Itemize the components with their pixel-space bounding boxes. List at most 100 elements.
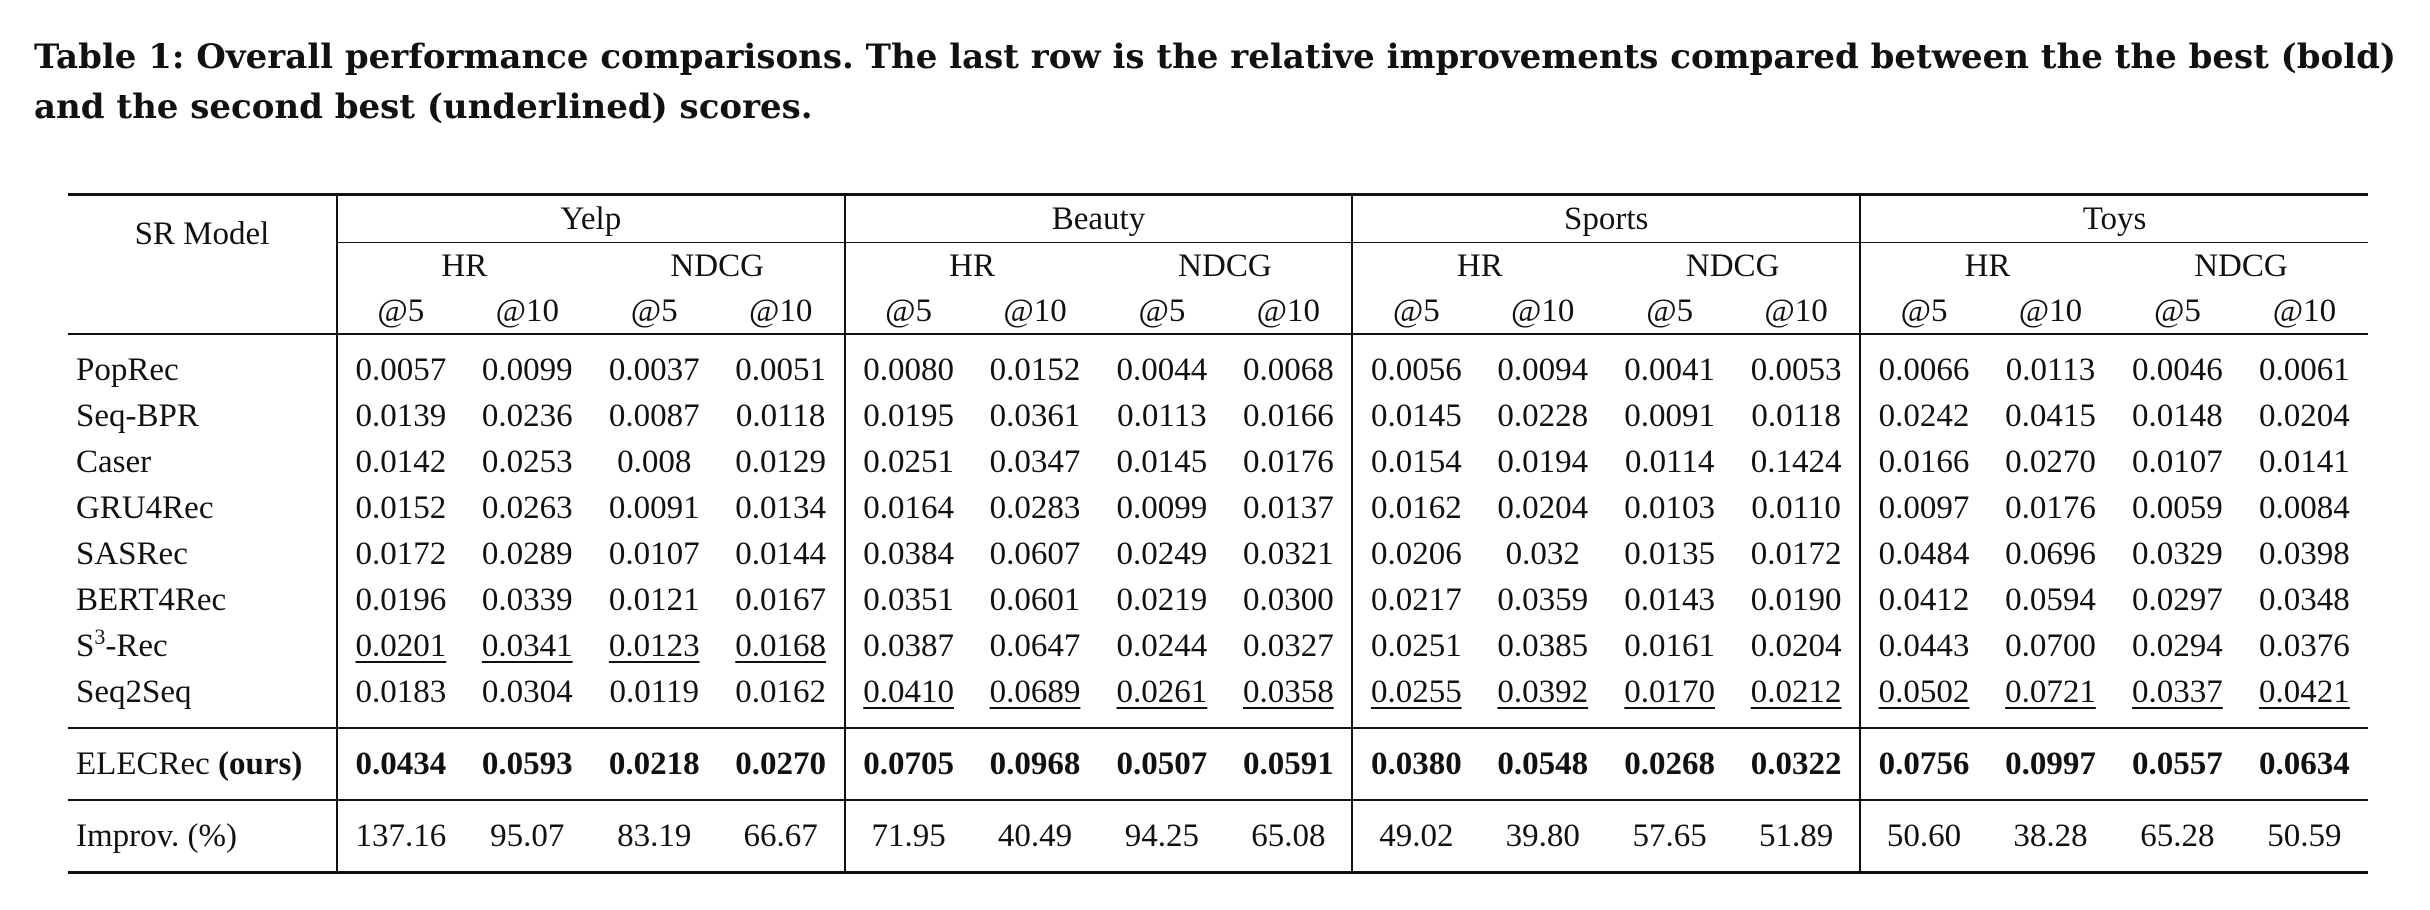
table-row-improvement: Improv. (%) 137.16 95.07 83.19 66.67 71.95 40.… (68, 800, 2368, 874)
improvement-cell: 51.89 (1733, 800, 1861, 874)
table-row: BERT4Rec 0.0196 0.0339 0.0121 0.0167 0.0351 0.… (68, 577, 2368, 623)
value-cell-best: 0.0270 (717, 727, 845, 801)
header-cutoff: @5 (1098, 289, 1226, 335)
value-cell: 0.0119 (609, 673, 699, 710)
value-cell: 0.0385 (1497, 627, 1589, 664)
improvement-cell: 71.95 (843, 800, 972, 874)
value-cell: 0.0167 (735, 581, 827, 618)
value-cell: 0.0329 (2132, 535, 2223, 572)
header-cutoff: @10 (1987, 289, 2114, 335)
value-cell-underlined: 0.0170 (1624, 673, 1716, 710)
value-cell: 0.0141 (2259, 443, 2350, 480)
value-cell: 0.0059 (2132, 489, 2223, 526)
table-row: Caser 0.0142 0.0253 0.008 0.0129 0.0251 0.0347… (68, 439, 2368, 485)
value-cell-best: 0.0380 (1351, 727, 1480, 801)
value-cell: 0.0142 (335, 439, 464, 485)
value-cell: 0.0351 (843, 577, 972, 623)
value-cell-best: 0.0557 (2113, 727, 2241, 801)
header-metric: HR (1351, 242, 1607, 289)
improvement-cell: 65.08 (1225, 800, 1353, 874)
value-cell: 0.0297 (2132, 581, 2223, 618)
header-model: SR Model (68, 194, 337, 335)
value-cell: 0.0398 (2259, 535, 2350, 572)
value-cell: 0.0161 (1624, 627, 1716, 664)
improvement-cell: 57.65 (1606, 800, 1734, 874)
value-cell: 0.0217 (1351, 577, 1480, 623)
header-row-datasets: SR Model Yelp Beauty Sports Toys (68, 194, 2368, 335)
value-cell-best: 0.0434 (335, 727, 464, 801)
value-cell: 0.0094 (1497, 351, 1589, 388)
value-cell-underlined: 0.0341 (481, 627, 573, 664)
value-cell: 0.0176 (2005, 489, 2096, 526)
value-cell: 0.0097 (1859, 485, 1988, 531)
table-body: PopRec 0.0057 0.0099 0.0037 0.0051 0.0080 0.01… (68, 334, 2368, 874)
value-cell: 0.0359 (1497, 581, 1589, 618)
value-cell-best: 0.0322 (1733, 727, 1861, 801)
value-cell: 0.0263 (481, 489, 573, 526)
model-name: SASRec (76, 535, 188, 572)
value-cell: 0.0172 (335, 531, 464, 577)
header-cutoff: @10 (463, 289, 591, 335)
value-cell: 0.0700 (2005, 627, 2096, 664)
header-cutoff: @10 (1225, 289, 1353, 335)
value-cell: 0.0051 (735, 351, 827, 388)
value-cell: 0.0143 (1624, 581, 1716, 618)
value-cell: 0.0270 (2005, 443, 2096, 480)
value-cell: 0.0084 (2259, 489, 2350, 526)
value-cell: 0.032 (1505, 535, 1580, 572)
value-cell: 0.0721 (1987, 669, 2114, 715)
improvement-cell: 83.19 (590, 800, 718, 874)
value-cell: 0.0152 (989, 351, 1081, 388)
value-cell: 0.0201 (335, 623, 464, 669)
value-cell: 0.0148 (2132, 397, 2223, 434)
value-cell: 0.0118 (1751, 397, 1841, 434)
header-cutoff: @5 (590, 289, 718, 335)
value-cell: 0.0170 (1606, 669, 1733, 715)
header-dataset-yelp: Yelp (335, 194, 845, 243)
value-cell: 0.0162 (1351, 485, 1480, 531)
table-row: S3-Rec 0.0201 0.0341 0.0123 0.0168 0.0387 0.06… (68, 623, 2368, 669)
value-cell-best: 0.0968 (971, 727, 1099, 801)
value-cell: 0.0137 (1243, 489, 1334, 526)
value-cell: 0.0410 (843, 669, 972, 715)
value-cell: 0.0415 (2005, 397, 2096, 434)
value-cell: 0.0162 (735, 673, 827, 710)
value-cell: 0.0204 (2259, 397, 2350, 434)
value-cell: 0.0166 (1859, 439, 1988, 485)
value-cell: 0.0113 (1117, 397, 1207, 434)
value-cell: 0.0594 (2005, 581, 2096, 618)
header-cutoff: @10 (717, 289, 845, 335)
value-cell: 0.0190 (1750, 581, 1842, 618)
model-name: Caser (76, 443, 152, 480)
value-cell: 0.0046 (2132, 351, 2223, 388)
value-cell: 0.0212 (1733, 669, 1860, 715)
header-dataset-beauty: Beauty (843, 194, 1353, 243)
header-cutoff: @5 (335, 289, 464, 335)
value-cell: 0.0134 (735, 489, 827, 526)
header-metric: NDCG (1685, 247, 1780, 284)
value-cell: 0.0099 (1116, 489, 1208, 526)
value-cell: 0.0135 (1624, 535, 1716, 572)
value-cell-best: 0.0218 (590, 727, 718, 801)
improvement-cell: 39.80 (1479, 800, 1607, 874)
value-cell: 0.0253 (481, 443, 573, 480)
improvement-cell: 137.16 (335, 800, 464, 874)
table-row-ours: ELECRec (ours) 0.0434 0.0593 0.0218 0.0270 0.… (68, 727, 2368, 801)
value-cell: 0.0056 (1351, 347, 1480, 393)
value-cell: 0.0183 (335, 669, 464, 715)
header-cutoff: @5 (1351, 289, 1480, 335)
improvement-cell: 50.60 (1859, 800, 1988, 874)
value-cell: 0.0041 (1624, 351, 1716, 388)
value-cell: 0.0195 (843, 393, 972, 439)
value-cell: 0.0421 (2241, 669, 2368, 715)
value-cell: 0.0242 (1859, 393, 1988, 439)
header-metric: NDCG (1178, 247, 1272, 284)
value-cell-underlined: 0.0261 (1116, 673, 1208, 710)
value-cell: 0.0304 (481, 673, 573, 710)
value-cell: 0.0123 (591, 623, 718, 669)
value-cell: 0.0113 (2005, 351, 2096, 388)
value-cell: 0.0053 (1750, 351, 1842, 388)
model-name: Seq2Seq (76, 673, 192, 710)
value-cell: 0.0103 (1624, 489, 1716, 526)
value-cell: 0.0172 (1750, 535, 1842, 572)
